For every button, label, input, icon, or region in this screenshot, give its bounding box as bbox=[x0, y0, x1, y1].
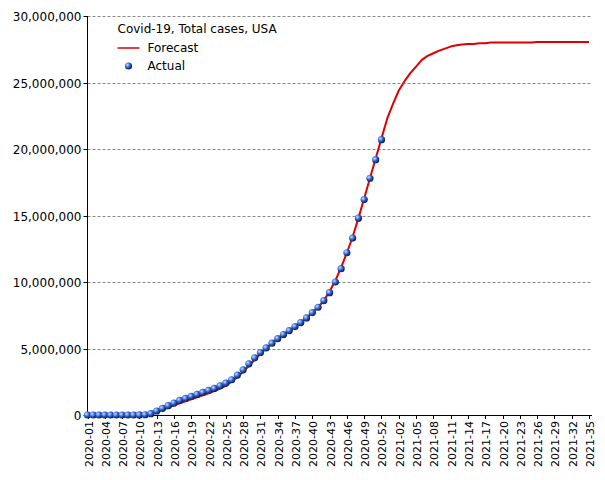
y-tick bbox=[84, 282, 88, 283]
x-tick-label: 2020-43 bbox=[325, 421, 338, 467]
x-tick-label: 2020-10 bbox=[134, 421, 147, 467]
x-tick-label: 2020-01 bbox=[83, 421, 96, 467]
x-tick-label: 2020-31 bbox=[255, 421, 268, 467]
y-tick bbox=[84, 16, 88, 17]
actual-point bbox=[297, 319, 304, 326]
x-tick-label: 2020-28 bbox=[238, 421, 251, 467]
x-tick-label: 2020-07 bbox=[117, 421, 130, 467]
actual-point bbox=[320, 297, 327, 304]
plot-data bbox=[84, 42, 589, 419]
y-tick bbox=[84, 149, 88, 150]
grid-line bbox=[88, 349, 593, 350]
x-tick-label: 2020-52 bbox=[376, 421, 389, 467]
x-tick-label: 2021-23 bbox=[515, 421, 528, 467]
x-tick-label: 2020-22 bbox=[204, 421, 217, 467]
y-tick-label: 10,000,000 bbox=[13, 276, 82, 290]
grid-line bbox=[88, 282, 593, 283]
actual-point bbox=[240, 366, 247, 373]
actual-point bbox=[263, 344, 270, 351]
legend-label: Forecast bbox=[148, 41, 199, 55]
x-tick-label: 2021-17 bbox=[480, 421, 493, 467]
x-tick-label: 2020-16 bbox=[169, 421, 182, 467]
x-tick-label: 2020-37 bbox=[290, 421, 303, 467]
x-tick-label: 2021-14 bbox=[463, 421, 476, 467]
x-tick-label: 2020-13 bbox=[152, 421, 165, 467]
actual-point bbox=[338, 265, 345, 272]
y-tick-label: 15,000,000 bbox=[13, 210, 82, 224]
y-tick bbox=[84, 216, 88, 217]
x-tick-label: 2020-49 bbox=[359, 421, 372, 467]
x-tick-label: 2021-08 bbox=[428, 421, 441, 467]
chart: 0 5,000,000 10,000,000 15,000,000 20,000,000… bbox=[0, 0, 605, 480]
actual-point bbox=[349, 235, 356, 242]
forecast-line bbox=[88, 42, 590, 415]
legend-swatch bbox=[118, 47, 140, 49]
y-tick-label: 0 bbox=[74, 409, 82, 423]
legend-swatch bbox=[125, 62, 132, 69]
y-tick bbox=[84, 83, 88, 84]
y-tick-label: 30,000,000 bbox=[13, 10, 82, 24]
actual-point bbox=[314, 304, 321, 311]
title: Covid-19, Total cases, USA bbox=[118, 22, 278, 36]
actual-point bbox=[332, 278, 339, 285]
x-axis bbox=[88, 415, 593, 416]
actual-point bbox=[257, 349, 264, 356]
actual-point bbox=[303, 314, 310, 321]
x-tick-label: 2021-20 bbox=[498, 421, 511, 467]
grid-line bbox=[88, 83, 593, 84]
x-tick-label: 2021-29 bbox=[549, 421, 562, 467]
x-tick-label: 2020-19 bbox=[186, 421, 199, 467]
x-tick-label: 2020-46 bbox=[342, 421, 355, 467]
x-tick-label: 2020-40 bbox=[307, 421, 320, 467]
actual-point bbox=[372, 156, 379, 163]
actual-point bbox=[366, 175, 373, 182]
actual-point bbox=[234, 372, 241, 379]
x-tick-label: 2021-32 bbox=[567, 421, 580, 467]
x-tick-label: 2021-35 bbox=[584, 421, 597, 467]
x-tick-label: 2020-34 bbox=[273, 421, 286, 467]
actual-point bbox=[309, 309, 316, 316]
y-axis bbox=[87, 16, 88, 415]
actual-point bbox=[268, 340, 275, 347]
y-tick bbox=[84, 349, 88, 350]
actual-point bbox=[361, 196, 368, 203]
actual-point bbox=[228, 376, 235, 383]
actual-point bbox=[378, 136, 385, 143]
grid-line bbox=[88, 16, 593, 17]
x-tick-label: 2021-26 bbox=[532, 421, 545, 467]
x-tick-label: 2020-04 bbox=[100, 421, 113, 467]
x-tick-label: 2021-02 bbox=[394, 421, 407, 467]
grid-line bbox=[88, 149, 593, 150]
legend-label: Actual bbox=[148, 59, 186, 73]
x-tick-label: 2021-05 bbox=[411, 421, 424, 467]
actual-point bbox=[343, 249, 350, 256]
actual-point bbox=[245, 360, 252, 367]
actual-point bbox=[326, 289, 333, 296]
x-tick-label: 2020-25 bbox=[221, 421, 234, 467]
actual-point bbox=[355, 215, 362, 222]
grid-line bbox=[88, 216, 593, 217]
y-tick-label: 25,000,000 bbox=[13, 77, 82, 91]
x-tick-label: 2021-11 bbox=[446, 421, 459, 467]
actual-point bbox=[251, 354, 258, 361]
y-tick-label: 5,000,000 bbox=[20, 343, 81, 357]
y-tick-label: 20,000,000 bbox=[13, 143, 82, 157]
